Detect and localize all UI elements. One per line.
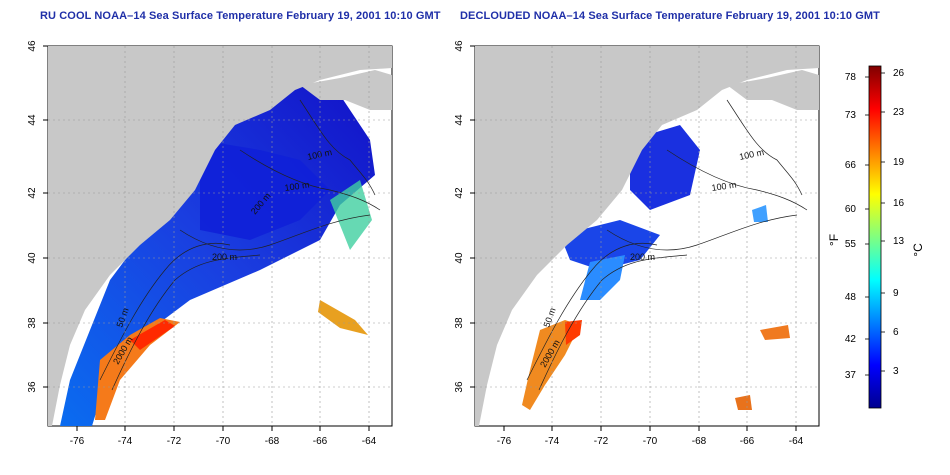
celsius-tick-label: 16 bbox=[893, 198, 905, 209]
lon-tick-label: -72 bbox=[594, 436, 609, 447]
fahrenheit-tick-label: 73 bbox=[845, 110, 857, 121]
axes-right: -76 -74 -72 -70 -68 -66 -64 36 38 40 42 44 46 bbox=[454, 40, 804, 447]
fahrenheit-tick-label: 66 bbox=[845, 160, 857, 171]
lon-tick-label: -66 bbox=[740, 436, 755, 447]
land-right bbox=[475, 46, 819, 426]
lon-tick-label: -68 bbox=[265, 436, 280, 447]
contour-label: 100 m bbox=[284, 180, 310, 193]
lon-tick-label: -76 bbox=[497, 436, 512, 447]
lon-tick-label: -70 bbox=[643, 436, 658, 447]
celsius-tick-label: 13 bbox=[893, 236, 905, 247]
grid-right bbox=[475, 46, 819, 426]
bathymetry-contours-left bbox=[99, 99, 381, 391]
lon-tick-label: -64 bbox=[789, 436, 804, 447]
lat-tick-label: 42 bbox=[27, 187, 38, 199]
celsius-tick-label: 19 bbox=[893, 157, 905, 168]
temperature-colorbar: 78 73 66 60 55 48 42 37 26 23 19 16 13 9 6 3 °F °C bbox=[827, 65, 925, 409]
celsius-axis-label: °C bbox=[911, 243, 925, 257]
contour-label: 200 m bbox=[630, 252, 655, 262]
celsius-tick-label: 6 bbox=[893, 327, 899, 338]
lat-tick-label: 38 bbox=[27, 317, 38, 329]
lat-tick-label: 38 bbox=[454, 317, 465, 329]
axes-left: -76 -74 -72 -70 -68 -66 -64 36 38 40 42 44 46 bbox=[27, 40, 377, 447]
contour-label: 200 m bbox=[212, 252, 237, 262]
lat-tick-label: 40 bbox=[454, 252, 465, 264]
lon-tick-label: -76 bbox=[70, 436, 85, 447]
lat-tick-label: 46 bbox=[27, 40, 38, 52]
lat-tick-label: 36 bbox=[454, 381, 465, 393]
land-left bbox=[48, 46, 392, 426]
lat-tick-label: 46 bbox=[454, 40, 465, 52]
colorbar-gradient bbox=[868, 65, 882, 409]
fahrenheit-tick-label: 78 bbox=[845, 72, 857, 83]
map-title-right: DECLOUDED NOAA–14 Sea Surface Temperatur… bbox=[460, 10, 880, 22]
celsius-tick-label: 23 bbox=[893, 107, 905, 118]
lat-tick-label: 44 bbox=[27, 114, 38, 126]
lat-tick-label: 36 bbox=[27, 381, 38, 393]
lon-tick-label: -74 bbox=[545, 436, 560, 447]
lat-tick-label: 40 bbox=[27, 252, 38, 264]
celsius-tick-label: 3 bbox=[893, 366, 899, 377]
lon-tick-label: -70 bbox=[216, 436, 231, 447]
colorbar-ticks: 78 73 66 60 55 48 42 37 26 23 19 16 13 9 6 3 bbox=[845, 68, 905, 381]
lon-tick-label: -72 bbox=[167, 436, 182, 447]
fahrenheit-tick-label: 48 bbox=[845, 292, 857, 303]
map-panel-left: 100 m 100 m 200 m 200 m 50 m 2000 m -76-… bbox=[27, 40, 393, 447]
bathymetry-contours-right bbox=[526, 99, 808, 391]
lon-tick-label: -74 bbox=[118, 436, 133, 447]
lat-tick-label: 42 bbox=[454, 187, 465, 199]
sst-field-left bbox=[60, 85, 375, 426]
fahrenheit-tick-label: 42 bbox=[845, 334, 857, 345]
grid-left bbox=[48, 46, 392, 426]
lat-tick-label: 44 bbox=[454, 114, 465, 126]
lon-tick-label: -66 bbox=[313, 436, 328, 447]
celsius-tick-label: 9 bbox=[893, 288, 899, 299]
celsius-tick-label: 26 bbox=[893, 68, 905, 79]
lon-tick-label: -64 bbox=[362, 436, 377, 447]
fahrenheit-tick-label: 55 bbox=[845, 239, 857, 250]
map-title-left: RU COOL NOAA–14 Sea Surface Temperature … bbox=[40, 10, 441, 22]
fahrenheit-tick-label: 60 bbox=[845, 204, 857, 215]
lon-tick-label: -68 bbox=[692, 436, 707, 447]
fahrenheit-tick-label: 37 bbox=[845, 370, 857, 381]
fahrenheit-axis-label: °F bbox=[827, 234, 841, 246]
contour-label: 100 m bbox=[711, 180, 737, 193]
map-panel-right: 100 m 100 m 200 m 50 m 2000 m -76 -74 -72-… bbox=[454, 40, 820, 447]
